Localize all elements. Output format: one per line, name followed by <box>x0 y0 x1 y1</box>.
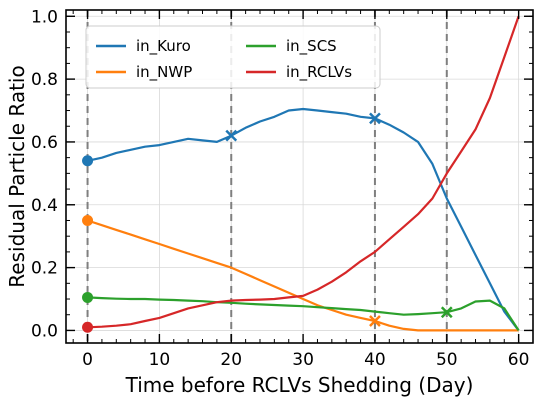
marker-circle <box>82 155 94 167</box>
reference-lines <box>86 10 448 343</box>
y-axis-label: Residual Particle Ratio <box>5 65 29 287</box>
legend-label: in_RCLVs <box>286 63 352 82</box>
series-markers <box>82 112 453 333</box>
marker-x <box>440 306 453 319</box>
y-tick-label: 0.0 <box>31 321 58 341</box>
x-tick-label: 10 <box>149 350 171 370</box>
legend: in_Kuro in_NWP in_SCS in_RCLVs <box>85 25 381 89</box>
series-line-in-kuro <box>87 107 520 332</box>
marker-x-stroke <box>369 315 381 327</box>
marker-x <box>225 129 238 142</box>
marker-circle <box>82 291 94 303</box>
marker-x-stroke <box>440 306 453 319</box>
legend-box <box>85 25 381 89</box>
x-tick-label: 60 <box>508 350 530 370</box>
x-tick-label: 20 <box>220 350 242 370</box>
x-tick-label: 0 <box>82 350 93 370</box>
y-tick-label: 0.2 <box>31 259 58 279</box>
legend-item: in_Kuro <box>96 37 191 56</box>
series-line-in-rclvs <box>87 15 520 329</box>
x-axis-label: Time before RCLVs Shedding (Day) <box>125 373 474 397</box>
legend-item: in_NWP <box>96 63 192 82</box>
marker-x-stroke <box>369 112 381 125</box>
marker-x-stroke <box>225 129 238 142</box>
x-tick-label: 30 <box>292 350 314 370</box>
x-tick-label: 40 <box>364 350 386 370</box>
legend-item: in_RCLVs <box>246 63 352 82</box>
y-tick-label: 0.8 <box>31 70 58 90</box>
legend-item: in_SCS <box>246 37 337 56</box>
legend-label: in_NWP <box>136 63 192 82</box>
legend-label: in_SCS <box>286 37 337 56</box>
marker-x <box>369 315 381 327</box>
y-tick-label: 0.4 <box>31 196 58 216</box>
marker-circle <box>82 214 94 226</box>
series-line-in-nwp <box>87 219 519 332</box>
y-tick-label: 0.6 <box>31 133 58 153</box>
axis-ticks <box>66 10 534 343</box>
legend-label: in_Kuro <box>136 37 191 56</box>
plot-frame <box>65 9 534 344</box>
tick-labels: 0 10 20 30 40 50 60 0.0 0.2 0.4 0.6 0.8 1.0 <box>31 7 529 370</box>
y-tick-label: 1.0 <box>31 7 58 27</box>
x-tick-label: 50 <box>436 350 458 370</box>
marker-x <box>369 112 381 125</box>
marker-circle <box>82 321 94 333</box>
